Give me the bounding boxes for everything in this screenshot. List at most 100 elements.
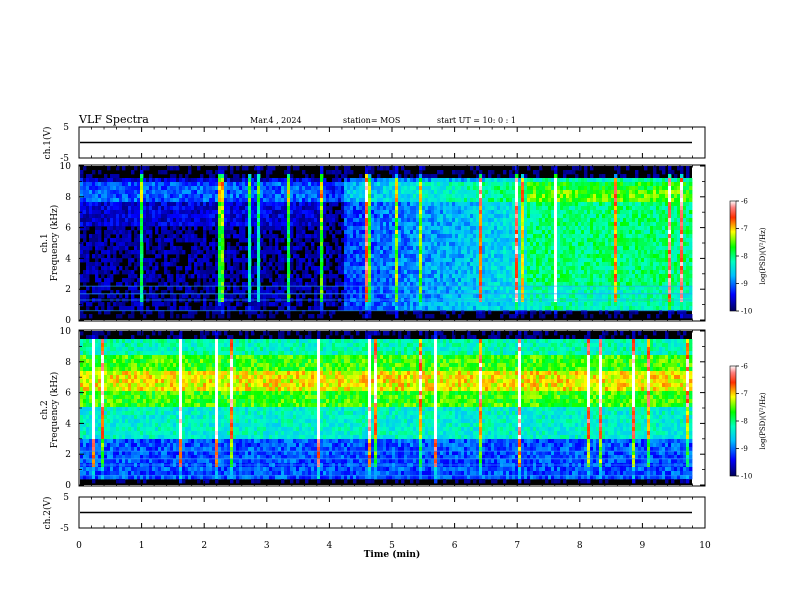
spectrogram-cell <box>104 262 108 267</box>
spectrogram-cell <box>443 246 447 251</box>
spectrogram-cell <box>500 198 504 203</box>
spectrogram-cell <box>245 246 249 251</box>
spectrogram-cell <box>443 230 447 235</box>
spectrogram-cell <box>128 242 132 247</box>
spectrogram-cell <box>488 210 492 215</box>
spectrogram-cell <box>332 186 336 191</box>
spectrogram-cell <box>461 210 465 215</box>
spectrogram-cell <box>467 258 471 263</box>
spectrogram-cell <box>554 222 558 227</box>
spectrogram-cell <box>428 214 432 219</box>
spectrogram-cell <box>182 206 186 211</box>
spectrogram-cell <box>383 226 387 231</box>
spectrogram-cell <box>185 222 189 227</box>
spectrogram-cell <box>515 178 519 183</box>
spectrogram-cell <box>392 258 396 263</box>
spectrogram-cell <box>416 178 420 183</box>
spectrogram-cell <box>164 218 168 223</box>
spectrogram-cell <box>302 226 306 231</box>
spectrogram-cell <box>509 206 513 211</box>
spectrogram-cell <box>284 282 288 287</box>
spectrogram-cell <box>302 214 306 219</box>
spectrogram-cell <box>320 274 324 279</box>
spectrogram-cell <box>386 190 390 195</box>
spectrogram-cell <box>155 198 159 203</box>
spectrogram-cell <box>329 186 333 191</box>
spectrogram-cell <box>209 278 213 283</box>
spectrogram-cell <box>101 258 105 263</box>
spectrogram-cell <box>146 198 150 203</box>
spectrogram-cell <box>197 182 201 187</box>
spectrogram-cell <box>158 274 162 279</box>
spectrogram-cell <box>518 178 522 183</box>
spectrogram-cell <box>104 178 108 183</box>
spectrogram-cell <box>386 230 390 235</box>
spectrogram-cell <box>398 226 402 231</box>
spectrogram-cell <box>485 274 489 279</box>
spectrogram-cell <box>449 186 453 191</box>
spectrogram-cell <box>347 282 351 287</box>
spectrogram-cell <box>209 282 213 287</box>
spectrogram-cell <box>287 306 291 311</box>
spectrogram-cell <box>254 186 258 191</box>
spectrogram-cell <box>320 246 324 251</box>
spectrogram-cell <box>119 306 123 311</box>
spectrogram-cell <box>413 242 417 247</box>
spectrogram-cell <box>278 178 282 183</box>
spectrogram-cell <box>125 194 129 199</box>
spectrogram-cell <box>392 306 396 311</box>
spectrogram-cell <box>269 278 273 283</box>
spectrogram-cell <box>128 250 132 255</box>
spectrogram-cell <box>278 254 282 259</box>
spectrogram-cell <box>488 246 492 251</box>
spectrogram-cell <box>509 294 513 299</box>
spectrogram-cell <box>203 238 207 243</box>
spectrogram-cell <box>158 170 162 175</box>
spectrogram-cell <box>113 198 117 203</box>
spectrogram-cell <box>482 234 486 239</box>
spectrogram-cell <box>365 166 369 171</box>
spectrogram-cell <box>98 218 102 223</box>
spectrogram-cell <box>212 270 216 275</box>
spectrogram-cell <box>389 262 393 267</box>
spectrogram-cell <box>218 186 222 191</box>
spectrogram-cell <box>272 186 276 191</box>
spectrogram-cell <box>500 254 504 259</box>
spectrogram-cell <box>233 266 237 271</box>
spectrogram-cell <box>110 174 114 179</box>
spectrogram-cell <box>98 278 102 283</box>
spectrogram-cell <box>212 230 216 235</box>
spectrogram-cell <box>380 182 384 187</box>
spectrogram-cell <box>284 198 288 203</box>
spectrogram-cell <box>515 222 519 227</box>
spectrogram-cell <box>368 306 372 311</box>
spectrogram-cell <box>296 286 300 291</box>
spectrogram-cell <box>221 186 225 191</box>
spectrogram-cell <box>509 214 513 219</box>
spectrogram-cell <box>254 246 258 251</box>
spectrogram-cell <box>209 222 213 227</box>
spectrogram-cell <box>122 226 126 231</box>
spectrogram-cell <box>413 230 417 235</box>
spectrogram-cell <box>356 206 360 211</box>
spectrogram-cell <box>527 238 531 243</box>
spectrogram-cell <box>467 290 471 295</box>
spectrogram-cell <box>485 210 489 215</box>
spectrogram-cell <box>257 242 261 247</box>
spectrogram-cell <box>560 178 564 183</box>
spectrogram-cell <box>272 222 276 227</box>
spectrogram-cell <box>191 190 195 195</box>
spectrogram-cell <box>281 198 285 203</box>
spectrogram-cell <box>428 186 432 191</box>
spectrogram-cell <box>548 218 552 223</box>
spectrogram-cell <box>125 202 129 207</box>
spectrogram-cell <box>347 306 351 311</box>
spectrogram-cell <box>110 190 114 195</box>
spectrogram-cell <box>512 202 516 207</box>
spectrogram-cell <box>83 178 87 183</box>
spectrogram-cell <box>431 226 435 231</box>
spectrogram-cell <box>155 294 159 299</box>
spectrogram-cell <box>113 258 117 263</box>
spectrogram-cell <box>461 250 465 255</box>
spectrogram-cell <box>248 230 252 235</box>
